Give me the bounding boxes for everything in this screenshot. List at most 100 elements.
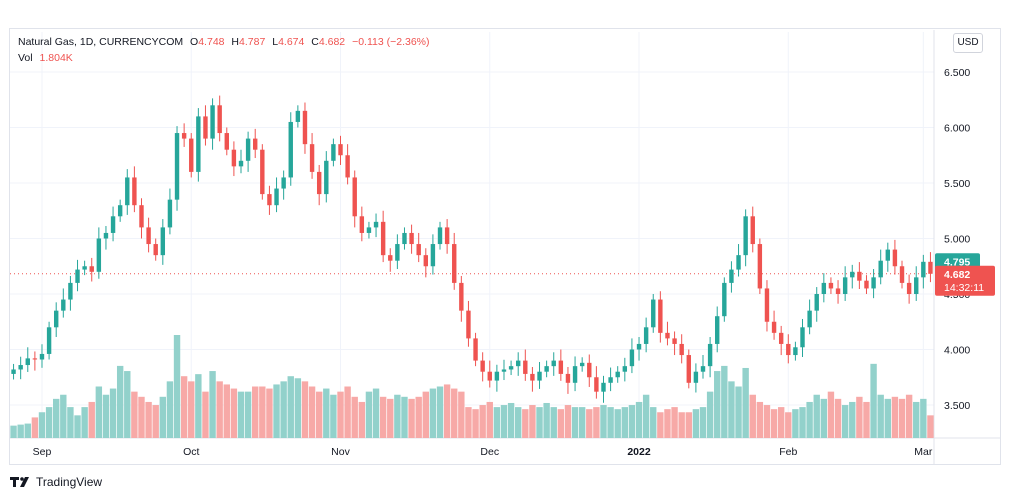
time-axis[interactable]: Sep Oct Nov Dec 2022 Feb Mar xyxy=(33,446,933,458)
volume-bar xyxy=(287,376,294,438)
candle-body xyxy=(544,366,549,372)
volume-bar xyxy=(429,388,437,438)
candle-body xyxy=(110,216,116,233)
volume-bar xyxy=(17,424,24,438)
volume-bar xyxy=(621,407,629,438)
candle-body xyxy=(146,227,151,245)
candle-body xyxy=(174,133,180,200)
volume-bar xyxy=(60,394,67,438)
candle-body xyxy=(231,149,237,167)
volume-bar xyxy=(45,407,53,438)
candle-body xyxy=(281,177,286,189)
candle-body xyxy=(743,216,748,256)
volume-bar xyxy=(330,394,337,438)
low-value: 4.674 xyxy=(278,36,305,48)
volume-bar xyxy=(436,386,444,438)
volume-label[interactable]: Vol xyxy=(18,52,33,64)
candle-body xyxy=(25,358,30,366)
volume-bar xyxy=(159,396,167,438)
volume-bar xyxy=(401,396,408,438)
volume-bar xyxy=(543,402,550,438)
candle-body xyxy=(139,205,144,228)
volume-bar xyxy=(408,398,415,438)
chart-frame[interactable] xyxy=(9,28,1001,465)
volume-bar xyxy=(74,415,81,438)
candle-body xyxy=(409,232,414,245)
volume-bar xyxy=(109,388,117,438)
candle-body xyxy=(331,144,336,161)
volume-bar xyxy=(365,391,373,438)
volume-bar xyxy=(88,401,95,438)
volume-bar xyxy=(195,374,202,438)
volume-bar xyxy=(607,407,614,438)
candle-body xyxy=(359,216,365,233)
volume-bar xyxy=(699,407,707,438)
candle-body xyxy=(906,282,912,294)
volume-bar xyxy=(777,407,785,438)
candle-body xyxy=(39,353,45,360)
candle-body xyxy=(217,105,222,134)
candle-body xyxy=(210,105,215,139)
candle-body xyxy=(444,227,450,245)
volume-value: 1.804K xyxy=(39,52,73,64)
open-label: O xyxy=(190,36,199,48)
volume-bar xyxy=(557,409,565,438)
candle-body xyxy=(771,321,777,333)
volume-bar xyxy=(550,407,557,438)
candle-body xyxy=(487,371,492,381)
volume-bar xyxy=(102,394,110,438)
volume-bar xyxy=(138,396,145,438)
candle-body xyxy=(245,138,251,161)
candle-body xyxy=(267,194,272,206)
candle-body xyxy=(416,244,421,256)
candle-body xyxy=(181,133,187,139)
high-label: H xyxy=(231,36,240,48)
volume-bar xyxy=(315,391,323,438)
tradingview-footer[interactable]: TradingView xyxy=(10,475,102,489)
volume-bar xyxy=(806,401,813,438)
volume-bar xyxy=(394,394,401,438)
candle-body xyxy=(608,377,613,383)
volume-bar xyxy=(706,391,714,438)
symbol-label[interactable]: Natural Gas, 1D, CURRENCYCOM xyxy=(18,36,184,48)
volume-bar xyxy=(294,378,302,438)
volume-bar xyxy=(785,412,792,438)
volume-bar xyxy=(273,384,280,438)
candle-body xyxy=(693,371,699,383)
candle-body xyxy=(651,299,656,328)
candle-body xyxy=(551,360,556,367)
volume-bar xyxy=(799,407,806,438)
candle-body xyxy=(814,294,819,311)
candle-body xyxy=(921,261,926,278)
volume-bar xyxy=(379,396,387,438)
volume-bar xyxy=(913,401,920,438)
candle-body xyxy=(558,360,564,374)
candle-body xyxy=(203,116,208,139)
volume-bar xyxy=(344,386,351,438)
volume-bar xyxy=(586,409,593,438)
volume-bar xyxy=(522,409,529,438)
volume-bar xyxy=(770,409,778,438)
candle-body xyxy=(864,280,869,289)
volume-bar xyxy=(188,381,195,438)
candle-body xyxy=(793,347,798,356)
candle-body xyxy=(167,199,173,228)
candle-body xyxy=(587,362,592,378)
candle-body xyxy=(537,371,542,381)
volume-bar xyxy=(387,398,394,438)
currency-button[interactable]: USD xyxy=(953,33,983,53)
candles xyxy=(11,95,933,403)
candle-body xyxy=(601,382,606,392)
time-tick-label: Oct xyxy=(183,446,199,458)
candle-body xyxy=(722,282,727,317)
candle-body xyxy=(473,338,478,361)
candle-body xyxy=(288,121,293,178)
volume-bar xyxy=(180,376,188,438)
candle-body xyxy=(757,244,763,289)
time-tick-label: Feb xyxy=(779,446,797,458)
candle-body xyxy=(53,310,59,328)
volume-bar xyxy=(735,386,742,438)
candle-body xyxy=(260,149,265,195)
